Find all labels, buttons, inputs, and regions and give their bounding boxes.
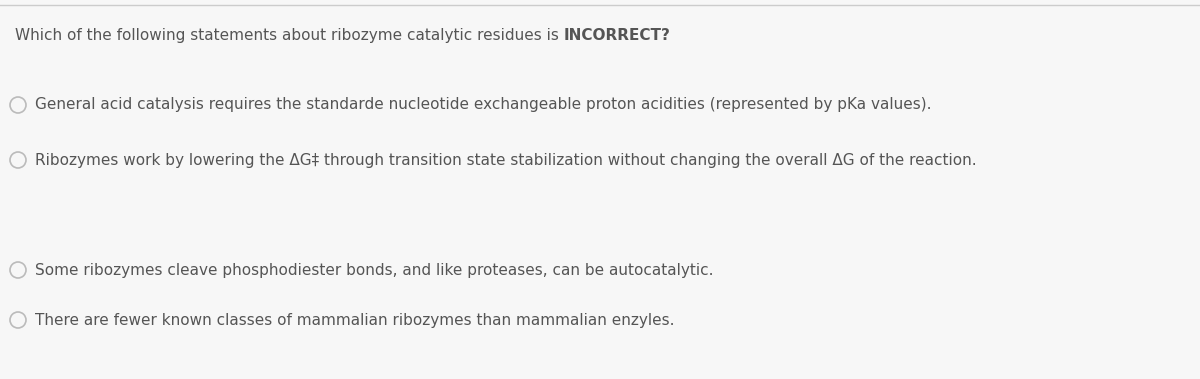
Text: INCORRECT?: INCORRECT? [564, 28, 671, 43]
Text: Which of the following statements about ribozyme catalytic residues is: Which of the following statements about … [14, 28, 564, 43]
Text: There are fewer known classes of mammalian ribozymes than mammalian enzyles.: There are fewer known classes of mammali… [35, 313, 674, 327]
Text: Ribozymes work by lowering the ΔG‡ through transition state stabilization withou: Ribozymes work by lowering the ΔG‡ throu… [35, 152, 977, 168]
Text: General acid catalysis requires the standarde nucleotide exchangeable proton aci: General acid catalysis requires the stan… [35, 97, 931, 113]
Text: Some ribozymes cleave phosphodiester bonds, and like proteases, can be autocatal: Some ribozymes cleave phosphodiester bon… [35, 263, 714, 277]
